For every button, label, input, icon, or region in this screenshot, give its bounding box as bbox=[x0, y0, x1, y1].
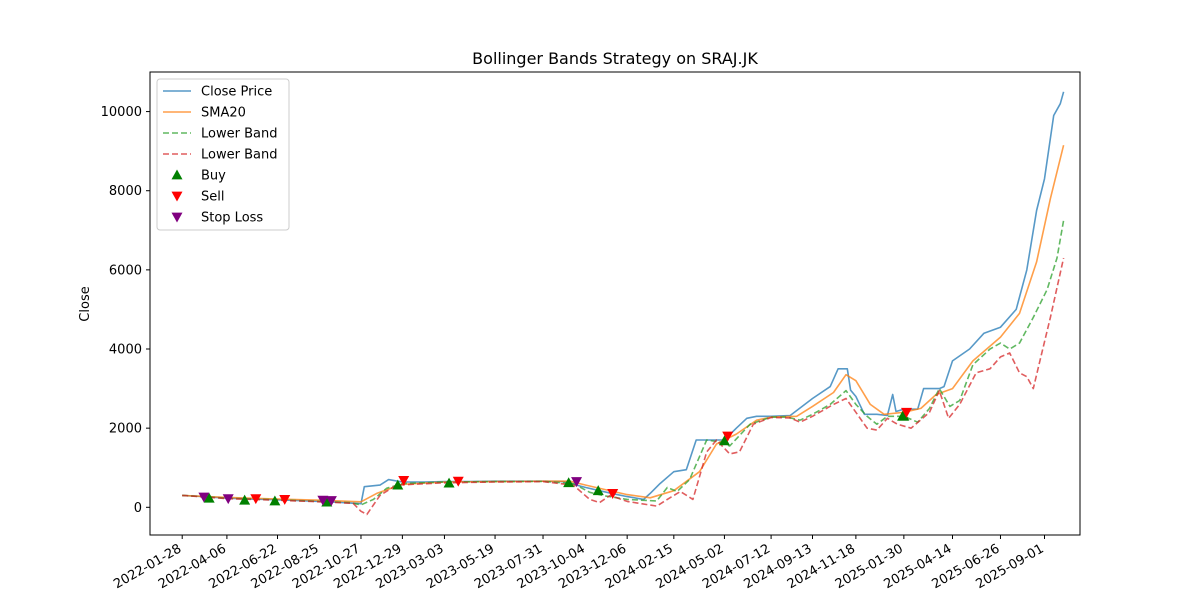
buy-marker bbox=[592, 485, 604, 496]
legend-label: Close Price bbox=[201, 85, 272, 100]
buy-marker bbox=[269, 495, 281, 506]
stop-loss-marker bbox=[325, 496, 337, 507]
buy-marker bbox=[443, 477, 455, 488]
y-tick-label: 10000 bbox=[101, 105, 142, 120]
sell-marker bbox=[452, 476, 464, 487]
stop-loss-marker bbox=[317, 495, 329, 506]
plot-frame bbox=[149, 71, 1081, 536]
chart-title: Bollinger Bands Strategy on SRAJ.JK bbox=[472, 49, 758, 68]
sell-marker bbox=[722, 431, 734, 442]
x-axis: 2022-01-282022-04-062022-06-222022-08-25… bbox=[111, 535, 1047, 592]
y-tick-label: 6000 bbox=[109, 263, 142, 278]
legend-label: Stop Loss bbox=[201, 211, 263, 226]
buy-marker bbox=[392, 479, 404, 490]
series-line-lower-band-3 bbox=[182, 257, 1065, 516]
marker-layer bbox=[198, 407, 912, 507]
y-axis-label: Close bbox=[78, 286, 93, 321]
legend-label: Lower Band bbox=[201, 148, 277, 163]
legend-swatch-stop-loss bbox=[171, 212, 183, 223]
stop-loss-marker bbox=[222, 494, 234, 505]
buy-marker bbox=[563, 477, 575, 488]
legend-label: Sell bbox=[201, 190, 224, 205]
buy-marker bbox=[718, 435, 730, 446]
legend-label: SMA20 bbox=[201, 106, 246, 121]
legend-label: Buy bbox=[201, 169, 226, 184]
buy-marker bbox=[898, 410, 910, 421]
y-tick-label: 4000 bbox=[109, 343, 142, 358]
y-axis: 0 2000 4000 6000 8000 10000 bbox=[101, 105, 150, 516]
series-line-lower-band-2 bbox=[182, 220, 1065, 506]
sell-marker bbox=[398, 475, 410, 486]
stop-loss-marker bbox=[571, 477, 583, 488]
buy-marker bbox=[203, 492, 215, 503]
sell-marker bbox=[900, 407, 912, 418]
legend-label: Lower Band bbox=[201, 127, 277, 142]
legend: Close Price SMA20 Lower Band Lower Band Buy S… bbox=[156, 78, 290, 231]
stop-loss-marker bbox=[198, 492, 210, 503]
sell-marker bbox=[607, 489, 619, 499]
legend-swatch-sell bbox=[171, 191, 183, 202]
legend-swatch-buy bbox=[171, 169, 183, 180]
y-tick-label: 8000 bbox=[109, 184, 142, 199]
sell-marker bbox=[279, 494, 291, 505]
buy-marker bbox=[321, 496, 333, 507]
plot-area bbox=[149, 71, 1081, 536]
legend-box bbox=[156, 78, 290, 231]
series-line-sma20-1 bbox=[182, 145, 1065, 503]
y-tick-label: 2000 bbox=[109, 422, 142, 437]
y-tick-label: 0 bbox=[134, 501, 142, 516]
sell-marker bbox=[250, 494, 262, 505]
buy-marker bbox=[239, 494, 251, 505]
